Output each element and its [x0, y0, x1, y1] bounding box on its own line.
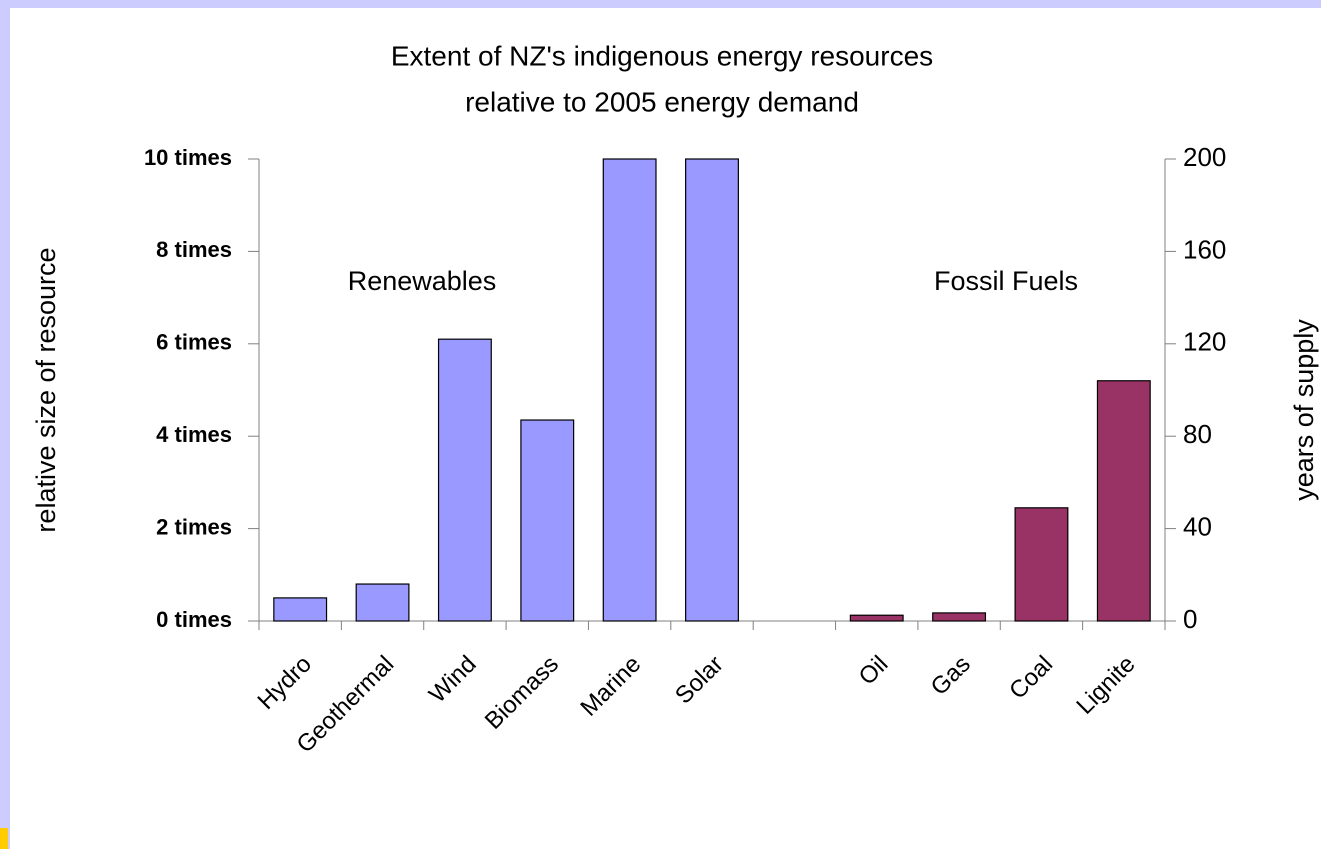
bar: [355, 583, 410, 622]
bar: [849, 614, 904, 622]
y2-tick-label: 80: [1183, 419, 1212, 449]
bar: [520, 419, 575, 622]
bar: [1014, 507, 1069, 622]
y2-tick-label: 160: [1183, 234, 1226, 264]
bar: [685, 158, 739, 622]
y2-tick-label: 120: [1183, 327, 1226, 357]
series-annotation: Fossil Fuels: [934, 266, 1078, 296]
y-tick-label: 8 times: [156, 237, 232, 262]
bar: [273, 597, 328, 622]
y-axis-label: relative size of resource: [31, 247, 61, 532]
y-tick-label: 4 times: [156, 422, 232, 447]
y-tick-label: 6 times: [156, 330, 232, 355]
y-tick-label: 2 times: [156, 514, 232, 539]
bar: [437, 338, 492, 622]
y2-tick-label: 0: [1183, 604, 1197, 634]
chart-title: Extent of NZ's indigenous energy resourc…: [391, 40, 933, 71]
bar: [1096, 380, 1151, 622]
chart-title: relative to 2005 energy demand: [465, 86, 859, 117]
bar: [602, 158, 657, 622]
y2-tick-label: 40: [1183, 511, 1212, 541]
series-annotation: Renewables: [348, 266, 497, 296]
y2-tick-label: 200: [1183, 142, 1226, 172]
corner-accent: [0, 828, 8, 849]
bar: [932, 612, 987, 622]
y2-axis-label: years of supply: [1289, 319, 1319, 501]
y-tick-label: 10 times: [144, 145, 232, 170]
y-tick-label: 0 times: [156, 607, 232, 632]
